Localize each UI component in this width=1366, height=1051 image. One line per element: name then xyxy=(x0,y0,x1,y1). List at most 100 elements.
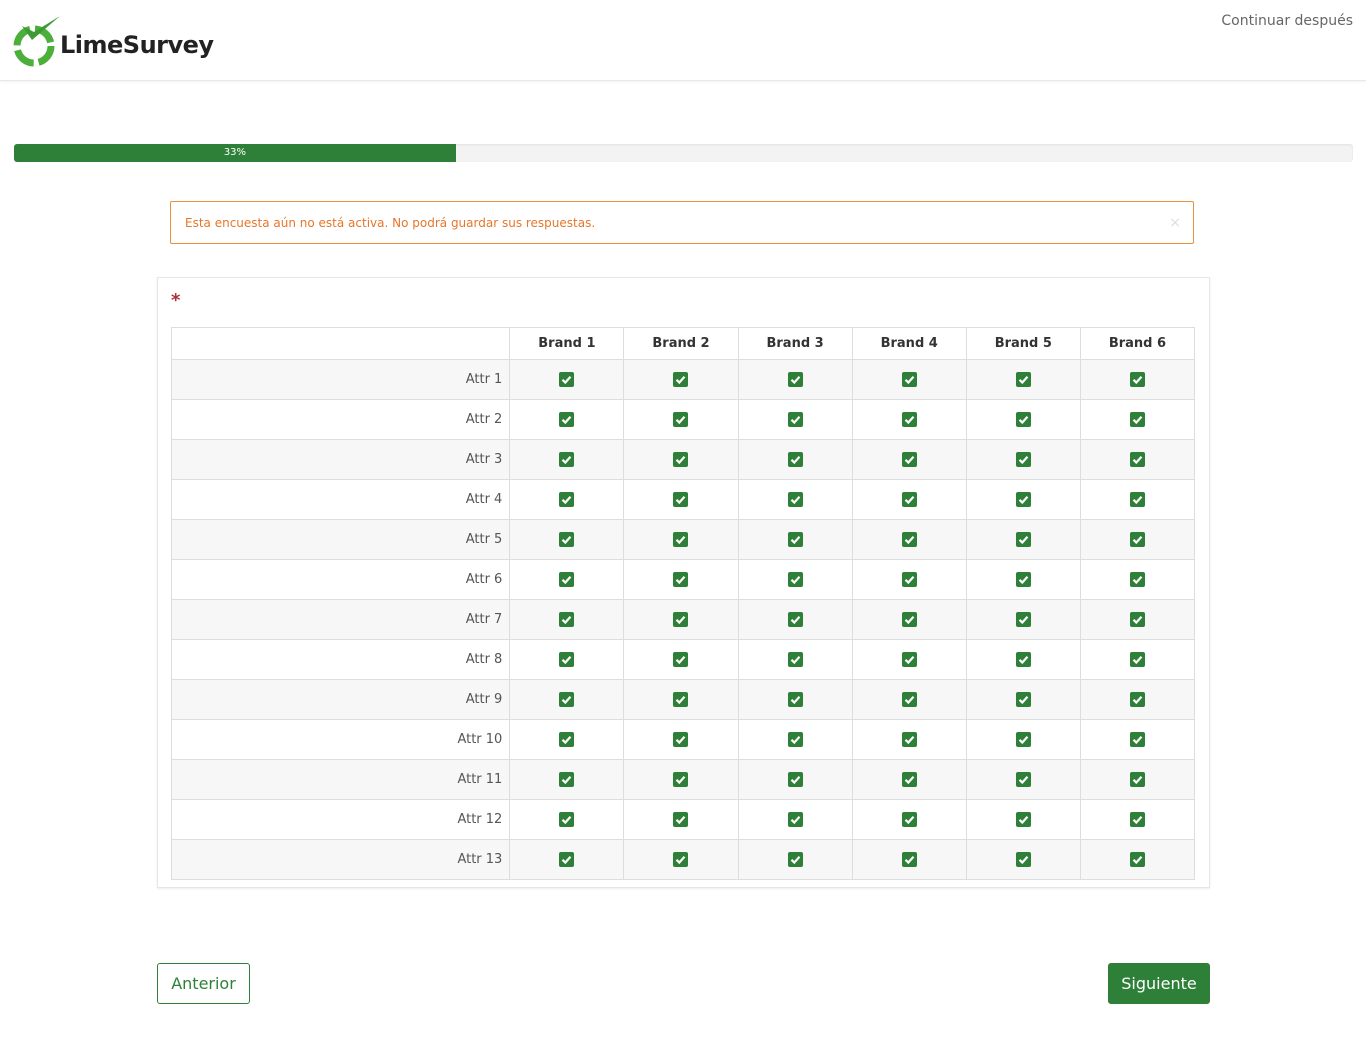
checkbox[interactable] xyxy=(787,452,803,467)
column-header: Brand 2 xyxy=(623,327,739,360)
row-label: Attr 8 xyxy=(170,639,511,680)
checkbox[interactable] xyxy=(787,532,803,547)
previous-button[interactable]: Anterior xyxy=(157,963,250,1004)
checkbox[interactable] xyxy=(559,412,575,427)
checkbox[interactable] xyxy=(1129,852,1145,867)
checkbox[interactable] xyxy=(787,372,803,387)
checkbox[interactable] xyxy=(787,572,803,587)
answer-cell xyxy=(1079,759,1196,800)
checkbox[interactable] xyxy=(673,692,689,707)
answer-row: Attr 7 xyxy=(170,599,1196,640)
checkbox[interactable] xyxy=(1015,572,1031,587)
checkbox[interactable] xyxy=(1015,612,1031,627)
checkbox[interactable] xyxy=(901,812,917,827)
checkbox[interactable] xyxy=(901,412,917,427)
checkbox[interactable] xyxy=(673,652,689,667)
checkbox[interactable] xyxy=(1015,372,1031,387)
checkbox[interactable] xyxy=(1015,652,1031,667)
checkbox[interactable] xyxy=(1129,572,1145,587)
checkbox[interactable] xyxy=(1129,732,1145,747)
checkbox[interactable] xyxy=(559,572,575,587)
checkbox[interactable] xyxy=(1129,612,1145,627)
checkbox[interactable] xyxy=(559,772,575,787)
next-button[interactable]: Siguiente xyxy=(1108,963,1210,1004)
checkbox[interactable] xyxy=(1129,692,1145,707)
checkbox[interactable] xyxy=(559,692,575,707)
checkbox[interactable] xyxy=(559,452,575,467)
checkbox[interactable] xyxy=(673,612,689,627)
column-header: Brand 3 xyxy=(737,327,853,360)
checkbox[interactable] xyxy=(559,852,575,867)
answer-cell xyxy=(623,479,739,520)
row-label: Attr 10 xyxy=(170,719,511,760)
progress-fill: 33% xyxy=(14,144,456,162)
answer-cell xyxy=(509,759,625,800)
checkbox[interactable] xyxy=(787,412,803,427)
answer-row: Attr 12 xyxy=(170,799,1196,840)
checkbox[interactable] xyxy=(673,532,689,547)
alert: Esta encuesta aún no está activa. No pod… xyxy=(170,201,1194,244)
checkbox[interactable] xyxy=(559,372,575,387)
checkbox[interactable] xyxy=(1015,852,1031,867)
checkbox[interactable] xyxy=(1015,732,1031,747)
checkbox[interactable] xyxy=(1129,812,1145,827)
checkbox[interactable] xyxy=(1015,532,1031,547)
checkbox[interactable] xyxy=(1015,412,1031,427)
checkbox[interactable] xyxy=(1015,692,1031,707)
checkbox[interactable] xyxy=(901,732,917,747)
row-label: Attr 12 xyxy=(170,799,511,840)
answer-cell xyxy=(509,839,625,880)
checkbox[interactable] xyxy=(901,372,917,387)
checkbox[interactable] xyxy=(559,732,575,747)
checkbox[interactable] xyxy=(559,532,575,547)
answer-cell xyxy=(623,719,739,760)
checkbox[interactable] xyxy=(1015,772,1031,787)
checkbox[interactable] xyxy=(559,812,575,827)
checkbox[interactable] xyxy=(787,612,803,627)
checkbox[interactable] xyxy=(901,572,917,587)
checkbox[interactable] xyxy=(787,812,803,827)
checkbox[interactable] xyxy=(787,852,803,867)
checkbox[interactable] xyxy=(673,772,689,787)
checkbox[interactable] xyxy=(1129,372,1145,387)
checkbox[interactable] xyxy=(673,812,689,827)
checkbox[interactable] xyxy=(901,612,917,627)
checkbox[interactable] xyxy=(901,692,917,707)
checkbox[interactable] xyxy=(1129,532,1145,547)
checkbox[interactable] xyxy=(673,572,689,587)
save-later-link[interactable]: Continuar después xyxy=(1221,13,1353,29)
checkbox[interactable] xyxy=(673,732,689,747)
checkbox[interactable] xyxy=(673,452,689,467)
answer-cell xyxy=(623,679,739,720)
checkbox[interactable] xyxy=(787,772,803,787)
checkbox[interactable] xyxy=(1015,492,1031,507)
checkbox[interactable] xyxy=(787,492,803,507)
checkbox[interactable] xyxy=(901,852,917,867)
checkbox[interactable] xyxy=(1129,772,1145,787)
answer-cell xyxy=(1079,719,1196,760)
answer-cell xyxy=(851,599,967,640)
checkbox[interactable] xyxy=(559,612,575,627)
checkbox[interactable] xyxy=(1129,652,1145,667)
checkbox[interactable] xyxy=(559,492,575,507)
checkbox[interactable] xyxy=(787,652,803,667)
checkbox[interactable] xyxy=(673,492,689,507)
checkbox[interactable] xyxy=(1129,452,1145,467)
checkbox[interactable] xyxy=(787,692,803,707)
checkbox[interactable] xyxy=(673,852,689,867)
checkbox[interactable] xyxy=(787,732,803,747)
alert-close[interactable]: × xyxy=(1169,215,1181,231)
checkbox[interactable] xyxy=(673,412,689,427)
checkbox[interactable] xyxy=(901,772,917,787)
checkbox[interactable] xyxy=(1015,452,1031,467)
checkbox[interactable] xyxy=(1129,492,1145,507)
checkbox[interactable] xyxy=(1129,412,1145,427)
checkbox[interactable] xyxy=(901,452,917,467)
checkbox[interactable] xyxy=(673,372,689,387)
checkbox[interactable] xyxy=(1015,812,1031,827)
checkbox[interactable] xyxy=(901,492,917,507)
checkbox[interactable] xyxy=(901,532,917,547)
checkbox[interactable] xyxy=(559,652,575,667)
checkbox[interactable] xyxy=(901,652,917,667)
